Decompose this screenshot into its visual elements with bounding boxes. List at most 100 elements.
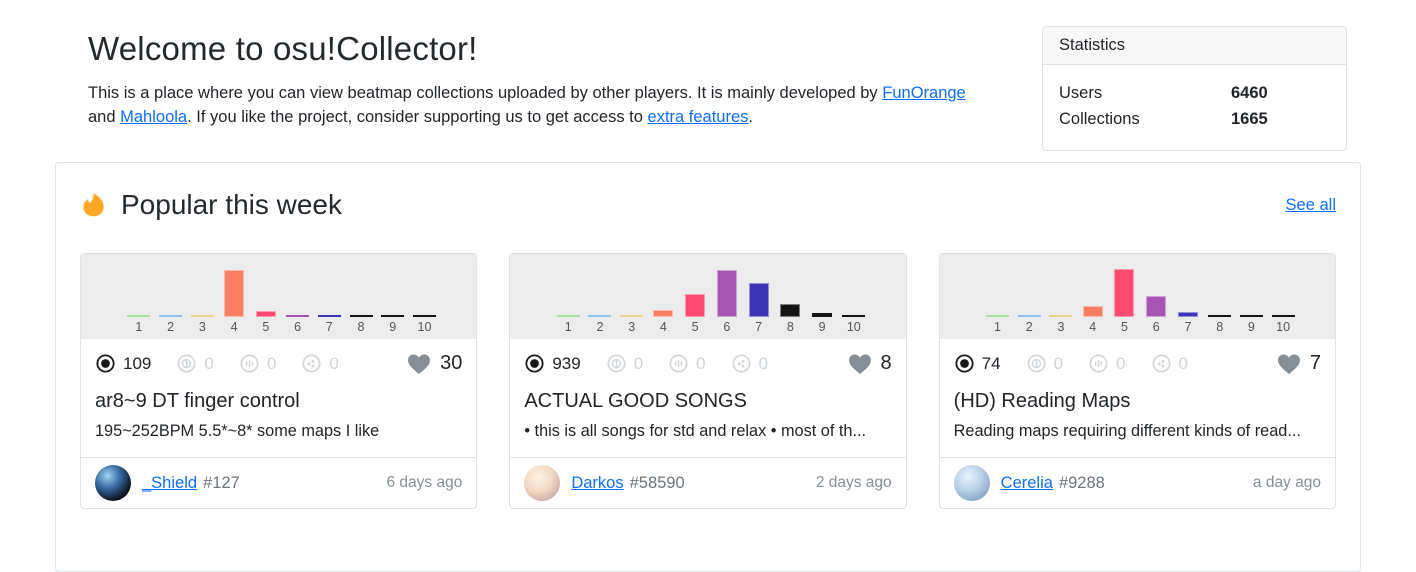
- collections-label: Collections: [1059, 110, 1140, 128]
- catch-icon: [1151, 354, 1171, 373]
- intro-text: This is a place where you can view beatm…: [88, 81, 988, 129]
- mania-map-count: 0: [266, 353, 277, 373]
- difficulty-tick-label: 5: [691, 320, 699, 334]
- mania-map-count: 0: [1116, 353, 1126, 373]
- mania-mode-stat: 0: [668, 353, 706, 374]
- intro-text-part: This is a place where you can view beatm…: [88, 84, 883, 102]
- chart-slot: 4: [1077, 254, 1109, 339]
- chart-slot: 1: [123, 254, 155, 339]
- chart-slot: 6: [711, 254, 743, 339]
- difficulty-bar: [842, 315, 866, 317]
- users-label: Users: [1059, 84, 1103, 102]
- collection-title: ar8~9 DT finger control: [95, 390, 300, 412]
- uploader-name-link[interactable]: Cerelia: [1000, 473, 1053, 492]
- catch-icon: [302, 354, 321, 373]
- difficulty-bar: [317, 315, 341, 317]
- card-body: 109 0 0 0 30: [81, 339, 476, 457]
- mode-stats-row: 939 0 0 0 8: [524, 352, 892, 375]
- heart-icon: [848, 354, 871, 374]
- difficulty-tick-label: 1: [994, 320, 1001, 334]
- difficulty-tick-label: 3: [198, 320, 206, 334]
- difficulty-bar: [588, 315, 612, 317]
- likes-stat[interactable]: 30: [407, 352, 462, 375]
- uploader-name-link[interactable]: Darkos: [571, 473, 624, 492]
- section-title: Popular this week: [121, 189, 343, 220]
- card-body: 939 0 0 0 8: [510, 339, 905, 457]
- funorange-link[interactable]: FunOrange: [882, 84, 966, 102]
- catch-map-count: 0: [758, 353, 769, 373]
- upload-time: a day ago: [1252, 474, 1321, 491]
- difficulty-bar: [349, 315, 373, 317]
- heart-icon: [408, 354, 431, 374]
- difficulty-tick-label: 10: [1276, 320, 1291, 334]
- difficulty-tick-label: 3: [628, 320, 636, 334]
- osu-standard-icon: [96, 354, 115, 373]
- likes-count: 7: [1309, 352, 1321, 374]
- users-value: 6460: [1231, 84, 1268, 102]
- chart-slot: 7: [743, 254, 775, 339]
- osu-standard-icon: [525, 354, 544, 373]
- chart-slot: 10: [1267, 254, 1299, 339]
- difficulty-tick-label: 2: [1025, 320, 1033, 334]
- chart-slot: 3: [1045, 254, 1077, 339]
- chart-slot: 1: [982, 254, 1014, 339]
- chart-slot: 10: [409, 254, 441, 339]
- std-mode-stat: 109: [95, 353, 151, 374]
- uploader-avatar[interactable]: [95, 465, 131, 501]
- catch-mode-stat: 0: [301, 353, 339, 374]
- taiko-map-count: 0: [204, 353, 214, 373]
- difficulty-bar: [685, 294, 706, 317]
- see-all-link[interactable]: See all: [1285, 195, 1336, 214]
- difficulty-spread-chart: 1 2 3 4 5 6 7 8 9 10: [939, 254, 1335, 339]
- likes-stat[interactable]: 8: [848, 352, 892, 375]
- difficulty-bar: [1049, 315, 1073, 317]
- difficulty-bar: [780, 304, 801, 317]
- mahloola-link[interactable]: Mahloola: [120, 108, 188, 126]
- taiko-map-count: 0: [1053, 353, 1064, 373]
- difficulty-bar: [812, 313, 833, 317]
- chart-slot: 10: [838, 254, 870, 339]
- difficulty-spread-chart: 1 2 3 4 5 6 7 8 9 10: [81, 254, 477, 339]
- difficulty-bar: [255, 311, 276, 317]
- taiko-mode-stat: 0: [606, 353, 643, 374]
- mania-mode-stat: 0: [239, 353, 276, 374]
- difficulty-bar: [127, 315, 151, 317]
- collection-card[interactable]: 1 2 3 4 5 6 7 8 9 10 939 0 0: [509, 253, 907, 509]
- difficulty-tick-label: 7: [1184, 320, 1192, 334]
- chart-slot: 2: [1013, 254, 1045, 339]
- chart-slot: 4: [648, 254, 680, 339]
- uploader-avatar[interactable]: [524, 465, 561, 501]
- chart-slot: 3: [616, 254, 648, 339]
- collection-card[interactable]: 1 2 3 4 5 6 7 8 9 10 74 0 0: [938, 253, 1336, 509]
- uploader-id: #58590: [629, 473, 685, 492]
- collection-card[interactable]: 1 2 3 4 5 6 7 8 9 10 109 0 0: [80, 253, 478, 509]
- std-map-count: 109: [123, 353, 152, 373]
- chart-slot: 8: [774, 254, 806, 339]
- difficulty-bar: [224, 270, 245, 317]
- statistics-header: Statistics: [1043, 27, 1346, 65]
- difficulty-tick-label: 3: [1057, 320, 1065, 334]
- mania-icon: [669, 354, 688, 373]
- chart-slot: 5: [679, 254, 711, 339]
- difficulty-bar: [412, 315, 436, 317]
- chart-slot: 5: [250, 254, 282, 339]
- uploader-name-link[interactable]: _Shield: [142, 473, 198, 492]
- mode-stats-row: 109 0 0 0 30: [95, 352, 462, 375]
- difficulty-bar: [1239, 315, 1263, 317]
- std-mode-stat: 74: [954, 353, 1001, 374]
- osu-standard-icon: [955, 354, 974, 373]
- chart-slot: 9: [806, 254, 838, 339]
- uploader-avatar[interactable]: [953, 465, 990, 501]
- difficulty-tick-label: 9: [1247, 320, 1255, 334]
- likes-stat[interactable]: 7: [1277, 352, 1321, 375]
- collection-title: ACTUAL GOOD SONGS: [524, 390, 747, 412]
- chart-slot: 6: [282, 254, 314, 339]
- taiko-icon: [177, 354, 196, 373]
- difficulty-tick-label: 9: [389, 320, 397, 334]
- chart-slot: 8: [1204, 254, 1236, 339]
- catch-map-count: 0: [329, 353, 339, 373]
- catch-icon: [732, 354, 751, 373]
- welcome-header: Welcome to osu!Collector! This is a plac…: [88, 30, 988, 129]
- extra-features-link[interactable]: extra features: [647, 108, 749, 126]
- difficulty-tick-label: 10: [417, 320, 432, 334]
